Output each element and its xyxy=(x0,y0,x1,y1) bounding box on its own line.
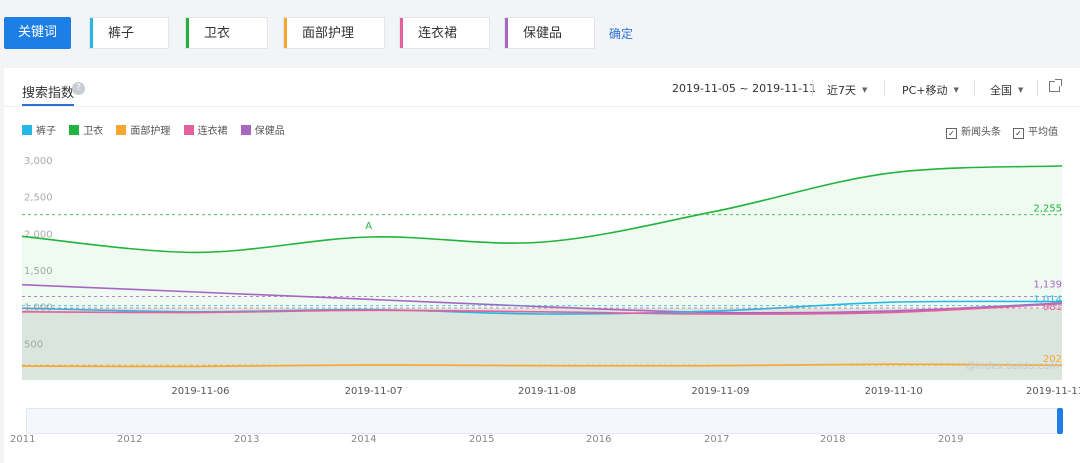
confirm-link[interactable]: 确定 xyxy=(609,27,634,41)
checkbox-news[interactable]: ✓ 新闻头条 xyxy=(946,123,1001,139)
region-value: 全国 xyxy=(990,84,1012,97)
year-label: 2015 xyxy=(469,434,495,445)
keyword-item-3[interactable]: 面部护理 xyxy=(283,17,385,49)
legend-swatch xyxy=(22,125,32,135)
year-label: 2019 xyxy=(938,434,964,445)
region-select[interactable]: 全国 ▼ xyxy=(990,82,1023,98)
year-label: 2011 xyxy=(10,434,36,445)
checkbox-label: 新闻头条 xyxy=(961,127,1001,138)
y-tick-label: 2,000 xyxy=(24,229,53,240)
timeline-handle[interactable] xyxy=(1057,408,1063,434)
caret-down-icon: ▼ xyxy=(862,86,868,94)
legend-label: 卫衣 xyxy=(83,126,104,137)
series-line xyxy=(21,283,1063,314)
keyword-label: 连衣裙 xyxy=(418,26,458,41)
year-label: 2018 xyxy=(820,434,846,445)
average-value-label: 1,014 xyxy=(1033,295,1062,306)
keyword-item-1[interactable]: 裤子 xyxy=(89,17,169,49)
keyword-label: 卫衣 xyxy=(204,26,231,41)
keyword-color-stripe xyxy=(90,18,93,48)
x-tick-label: 2019-11-09 xyxy=(691,386,749,397)
x-tick-label: 2019-11-07 xyxy=(345,386,403,397)
checkbox-checked-icon: ✓ xyxy=(1013,128,1024,139)
x-tick-label: 2019-11-06 xyxy=(171,386,229,397)
search-index-chart[interactable]: 3,0002,5002,0001,5001,0005002,2551,1391,… xyxy=(4,68,1080,408)
legend-swatch xyxy=(69,125,80,135)
external-link-icon[interactable] xyxy=(1049,79,1062,92)
series-line xyxy=(21,363,1063,368)
caret-down-icon: ▼ xyxy=(1018,86,1024,94)
legend-swatch xyxy=(116,125,127,135)
x-tick-label: 2019-11-11 xyxy=(1026,386,1080,397)
legend-swatch xyxy=(183,125,194,135)
device-value: PC+移动 xyxy=(902,84,948,97)
search-index-panel: 搜索指数 ? 2019-11-05 ~ 2019-11-11 近7天 ▼ PC+移… xyxy=(4,68,1080,463)
divider xyxy=(884,80,885,96)
checkbox-label: 平均值 xyxy=(1028,127,1058,138)
device-select[interactable]: PC+移动 ▼ xyxy=(902,82,959,98)
keyword-color-stripe xyxy=(186,18,189,48)
legend-item-baojianpin[interactable]: 保健品 xyxy=(240,122,285,137)
y-tick-label: 500 xyxy=(24,339,43,350)
year-label: 2012 xyxy=(117,434,143,445)
period-value: 近7天 xyxy=(827,84,856,97)
legend-swatch xyxy=(240,125,251,135)
keyword-bar: 关键词 裤子 卫衣 面部护理 连衣裙 保健品 确定 xyxy=(0,0,1080,66)
year-label: 2013 xyxy=(234,434,260,445)
watermark: @index.baidu.com xyxy=(966,361,1060,372)
average-value-label: 202 xyxy=(1043,354,1062,365)
keyword-label: 保健品 xyxy=(523,26,563,41)
keyword-color-stripe xyxy=(400,18,403,48)
x-tick-label: 2019-11-08 xyxy=(518,386,576,397)
tab-underline xyxy=(22,104,74,106)
legend-label: 连衣裙 xyxy=(197,126,228,137)
average-value-label: 2,255 xyxy=(1033,204,1062,215)
checkbox-checked-icon: ✓ xyxy=(946,128,957,139)
timeline-slider[interactable] xyxy=(26,408,1062,434)
year-label: 2014 xyxy=(351,434,377,445)
y-tick-label: 1,500 xyxy=(24,266,53,277)
y-tick-label: 3,000 xyxy=(24,156,53,167)
series-line xyxy=(21,165,1063,254)
legend-item-weiyi[interactable]: 卫衣 xyxy=(69,122,103,137)
question-icon[interactable]: ? xyxy=(72,82,85,95)
average-value-label: 981 xyxy=(1043,302,1062,313)
series-area xyxy=(22,165,1062,380)
keyword-label: 裤子 xyxy=(108,26,135,41)
legend-item-lianyiqun[interactable]: 连衣裙 xyxy=(183,122,228,137)
checkbox-average[interactable]: ✓ 平均值 xyxy=(1013,123,1058,139)
divider xyxy=(4,106,1080,107)
date-range-picker[interactable]: 2019-11-05 ~ 2019-11-11 xyxy=(672,82,817,95)
series-line xyxy=(21,302,1063,315)
year-label: 2016 xyxy=(586,434,612,445)
legend-item-mianbu[interactable]: 面部护理 xyxy=(116,122,170,137)
panel-title[interactable]: 搜索指数 xyxy=(22,86,75,101)
annotation-label: A xyxy=(365,221,372,232)
divider xyxy=(974,80,975,96)
x-tick-label: 2019-11-10 xyxy=(865,386,923,397)
legend-label: 面部护理 xyxy=(130,126,171,137)
keyword-label: 面部护理 xyxy=(302,26,355,41)
keyword-item-5[interactable]: 保健品 xyxy=(504,17,595,49)
chart-legend: 裤子 卫衣 面部护理 连衣裙 保健品 xyxy=(22,122,295,137)
keyword-color-stripe xyxy=(284,18,287,48)
y-tick-label: 2,500 xyxy=(24,193,53,204)
caret-down-icon: ▼ xyxy=(953,86,959,94)
divider xyxy=(812,80,813,96)
keyword-item-4[interactable]: 连衣裙 xyxy=(399,17,490,49)
chart-base-area xyxy=(22,308,1062,380)
legend-label: 保健品 xyxy=(254,126,285,137)
year-label: 2017 xyxy=(704,434,730,445)
period-select[interactable]: 近7天 ▼ xyxy=(827,82,867,98)
legend-item-kuzi[interactable]: 裤子 xyxy=(22,122,56,137)
average-value-label: 1,139 xyxy=(1033,279,1062,290)
divider xyxy=(1037,80,1038,96)
keyword-color-stripe xyxy=(505,18,508,48)
keyword-main-button[interactable]: 关键词 xyxy=(4,17,71,49)
keyword-item-2[interactable]: 卫衣 xyxy=(185,17,268,49)
legend-label: 裤子 xyxy=(36,126,56,137)
